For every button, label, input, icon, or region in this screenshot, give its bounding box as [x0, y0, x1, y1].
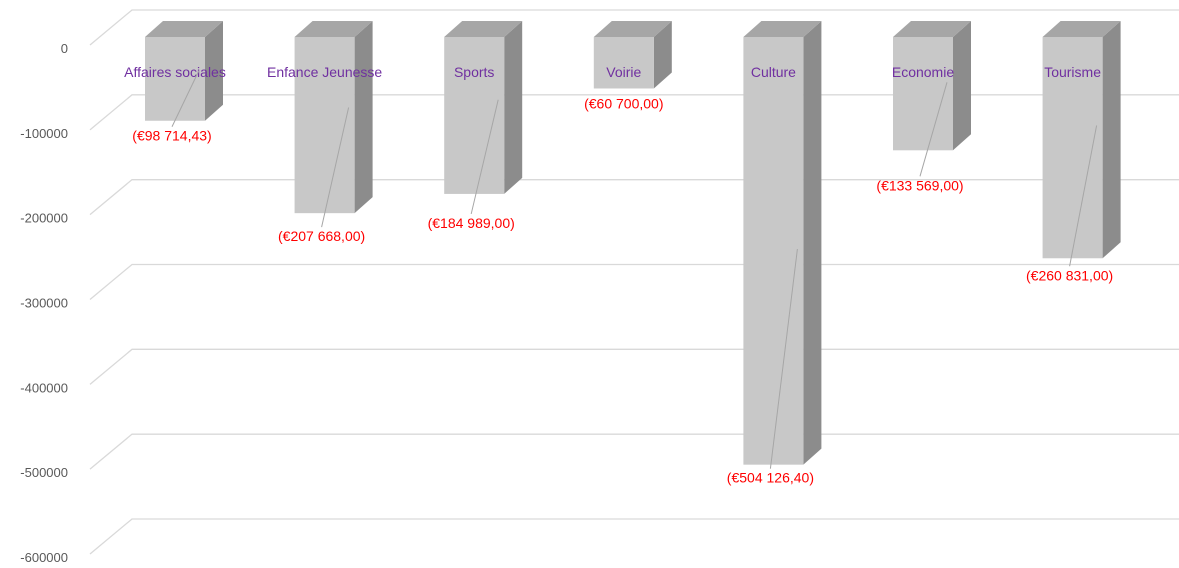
y-tick-label: 0 [61, 41, 68, 56]
category-label: Affaires sociales [124, 64, 226, 80]
category-label: Voirie [606, 64, 641, 80]
bar-side [653, 21, 672, 89]
bar [593, 21, 672, 89]
gridlines [89, 9, 1179, 555]
bar-side [354, 21, 373, 214]
y-axis-ticks: 0 -100000 -200000 -300000 -400000 -500000 -600… [20, 41, 68, 565]
bar-top [593, 21, 672, 37]
bar [294, 21, 373, 214]
bar-side [205, 21, 223, 121]
data-label: (€98 714,43) [132, 128, 211, 144]
bar-top [1042, 21, 1121, 37]
data-label: (€207 668,00) [278, 228, 365, 244]
bar [893, 21, 971, 151]
bar-front [444, 37, 505, 194]
data-label-leader [171, 70, 200, 127]
bar [743, 21, 822, 465]
bar-top [743, 21, 822, 37]
category-labels: Affaires sociales Enfance Jeunesse Sports V… [124, 64, 1101, 80]
gridline [89, 348, 1179, 385]
data-label-leader [321, 107, 350, 228]
data-label-leader [919, 82, 948, 177]
bar-front [743, 37, 804, 465]
data-label: (€504 126,40) [727, 470, 814, 486]
data-label: (€133 569,00) [876, 177, 963, 193]
y-tick-label: -600000 [20, 550, 68, 565]
bar-top [145, 21, 223, 37]
gridline [89, 179, 1179, 216]
y-tick-label: -500000 [20, 465, 68, 480]
category-label: Culture [751, 64, 796, 80]
gridline [89, 9, 1179, 46]
y-tick-label: -200000 [20, 211, 68, 226]
gridline [89, 518, 1179, 555]
data-label-leader [470, 99, 499, 215]
gridline [89, 433, 1179, 470]
data-labels: (€98 714,43) (€207 668,00) (€184 989,00) (€… [132, 70, 1113, 486]
bar [145, 21, 223, 121]
bar-side [803, 21, 822, 465]
bar-side [953, 21, 971, 151]
data-label: (€60 700,00) [584, 95, 663, 111]
bar-top [294, 21, 373, 37]
data-label-leader [769, 249, 798, 469]
data-label-leader [1069, 125, 1098, 267]
y-tick-label: -300000 [20, 296, 68, 311]
data-label: (€260 831,00) [1026, 267, 1113, 283]
bar-side [1102, 21, 1121, 259]
category-label: Sports [454, 64, 494, 80]
category-label: Economie [892, 64, 954, 80]
gridline [89, 263, 1179, 300]
bar-top [893, 21, 971, 37]
category-label: Tourisme [1044, 64, 1101, 80]
bar [444, 21, 523, 194]
bar-top [444, 21, 523, 37]
y-tick-label: -400000 [20, 380, 68, 395]
y-tick-label: -100000 [20, 126, 68, 141]
bar [1042, 21, 1121, 259]
bar-side [504, 21, 523, 194]
gridline [89, 94, 1179, 131]
data-label: (€184 989,00) [428, 215, 515, 231]
bar-front [893, 37, 953, 151]
bars [145, 21, 1121, 465]
category-label: Enfance Jeunesse [267, 64, 382, 80]
bar-front [593, 37, 654, 89]
